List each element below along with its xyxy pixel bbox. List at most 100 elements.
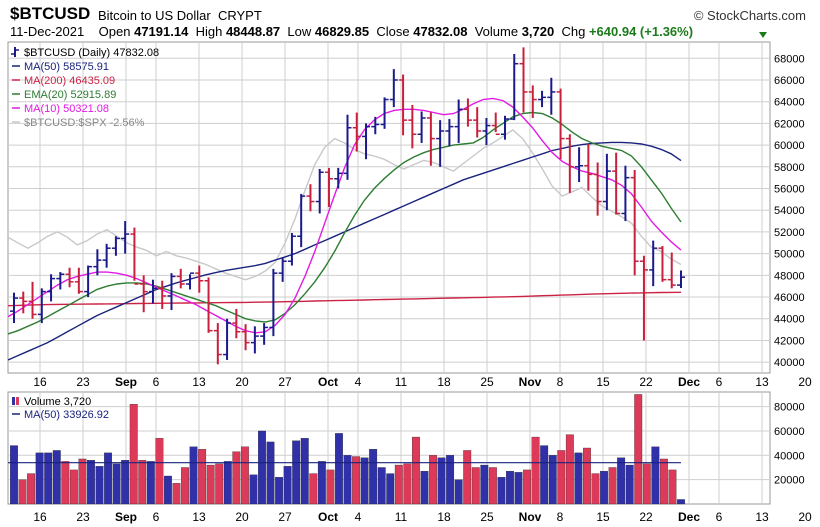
- volume-xtick-label: 23: [76, 510, 90, 524]
- volume-bar: [69, 469, 78, 505]
- price-bar: [371, 116, 380, 135]
- volume-bar: [377, 467, 386, 505]
- chg-value: +640.94 (+1.36%): [588, 24, 694, 39]
- volume-bar: [87, 460, 95, 505]
- spx-ratio-line: [7, 129, 682, 281]
- volume-bar: [634, 394, 643, 505]
- volume-bar: [668, 469, 677, 505]
- volume-bar: [300, 438, 309, 505]
- volume-bar: [258, 430, 266, 505]
- volume-bar: [497, 477, 506, 505]
- volume-bar: [309, 473, 318, 505]
- price-bar: [111, 236, 120, 256]
- volume-bar: [198, 449, 207, 505]
- volume-xtick-label: 6: [716, 510, 723, 524]
- volume-bar: [583, 447, 591, 505]
- price-bar: [74, 267, 83, 294]
- price-bar: [10, 292, 18, 324]
- volume-xtick-label: 20: [798, 510, 812, 524]
- volume-bar: [206, 464, 215, 505]
- price-tick-label: 40000: [774, 357, 805, 369]
- price-tick-label: 58000: [774, 162, 805, 174]
- legend-label: $BTCUSD:$SPX -2.56%: [24, 117, 145, 129]
- stockcharts-link[interactable]: © StockCharts.com: [693, 8, 806, 23]
- price-tick-label: 48000: [774, 270, 805, 282]
- volume-tick-label: 80000: [774, 402, 805, 414]
- price-bar: [426, 112, 435, 166]
- volume-bar: [651, 446, 660, 505]
- volume-xtick-label: 22: [639, 510, 653, 524]
- price-xtick-label: Oct: [318, 375, 338, 389]
- volume-xtick-label: Nov: [519, 510, 542, 524]
- volume-bar: [454, 479, 463, 505]
- volume-bar: [677, 499, 685, 505]
- volume-xtick-label: 18: [437, 510, 451, 524]
- price-bar: [250, 326, 259, 354]
- price-tick-label: 60000: [774, 140, 805, 152]
- price-xtick-label: Nov: [519, 375, 542, 389]
- volume-bar: [335, 433, 343, 505]
- price-bar: [306, 184, 315, 212]
- price-tick-label: 42000: [774, 335, 805, 347]
- volume-xtick-label: 13: [192, 510, 206, 524]
- price-bar: [186, 272, 195, 290]
- volume-bar: [121, 460, 130, 505]
- price-xtick-label: 15: [596, 375, 610, 389]
- price-bar: [28, 281, 37, 319]
- price-bar: [176, 268, 185, 289]
- price-tick-label: 46000: [774, 292, 805, 304]
- price-bar: [362, 123, 371, 160]
- price-xtick-label: 25: [480, 375, 494, 389]
- volume-xtick-label: 4: [355, 510, 362, 524]
- legend-label: Volume 3,720: [24, 396, 91, 408]
- volume-xtick-label: Dec: [678, 510, 700, 524]
- open-label: Open: [98, 24, 131, 39]
- volume-bar: [488, 467, 497, 505]
- legend-label: MA(50) 58575.91: [24, 61, 109, 73]
- price-xtick-label: 27: [278, 375, 292, 389]
- close-label: Close: [376, 24, 410, 39]
- volume-xtick-label: 16: [33, 510, 47, 524]
- price-bar: [667, 252, 676, 289]
- price-tick-label: 68000: [774, 53, 805, 65]
- price-tick-label: 64000: [774, 97, 805, 109]
- price-xtick-label: 13: [192, 375, 206, 389]
- volume-bar: [480, 464, 489, 505]
- volume-bar: [292, 440, 301, 505]
- volume-bar: [420, 470, 429, 505]
- volume-bar: [163, 475, 172, 505]
- volume-bar: [112, 463, 121, 505]
- volume-bar: [146, 461, 155, 505]
- price-tick-label: 52000: [774, 227, 805, 239]
- legend-volume-icon: [12, 397, 15, 405]
- volume-bar: [249, 474, 258, 505]
- price-bar: [519, 47, 528, 113]
- legend-label: MA(200) 46435.09: [24, 75, 115, 87]
- volume-bar: [531, 436, 540, 505]
- price-bar: [677, 270, 685, 289]
- legend-main: $BTCUSD (Daily) 47832.08: [11, 47, 159, 59]
- price-bar: [195, 265, 204, 293]
- price-bar: [56, 272, 65, 290]
- price-bar: [148, 279, 157, 304]
- price-xtick-label: 20: [235, 375, 249, 389]
- price-bar: [621, 165, 630, 222]
- price-xtick-label: 16: [33, 375, 47, 389]
- quote-row: 11-Dec-2021 Open 47191.14 High 48448.87 …: [10, 24, 693, 39]
- legend-ma200: MA(200) 46435.09: [12, 75, 115, 87]
- price-bar: [454, 99, 463, 143]
- price-bar: [575, 147, 584, 182]
- volume-bar: [232, 451, 241, 505]
- price-xtick-label: 4: [355, 375, 362, 389]
- volume-bar: [27, 473, 36, 505]
- volume-xtick-label: 27: [278, 510, 292, 524]
- volume-value: 3,720: [521, 24, 555, 39]
- price-bar: [417, 111, 426, 143]
- price-bar: [223, 318, 232, 360]
- volume-xtick-label: 25: [480, 510, 494, 524]
- volume-bar: [223, 461, 232, 505]
- price-bar: [649, 240, 658, 287]
- symbol-title[interactable]: $BTCUSD: [10, 4, 91, 23]
- price-bar: [269, 268, 278, 337]
